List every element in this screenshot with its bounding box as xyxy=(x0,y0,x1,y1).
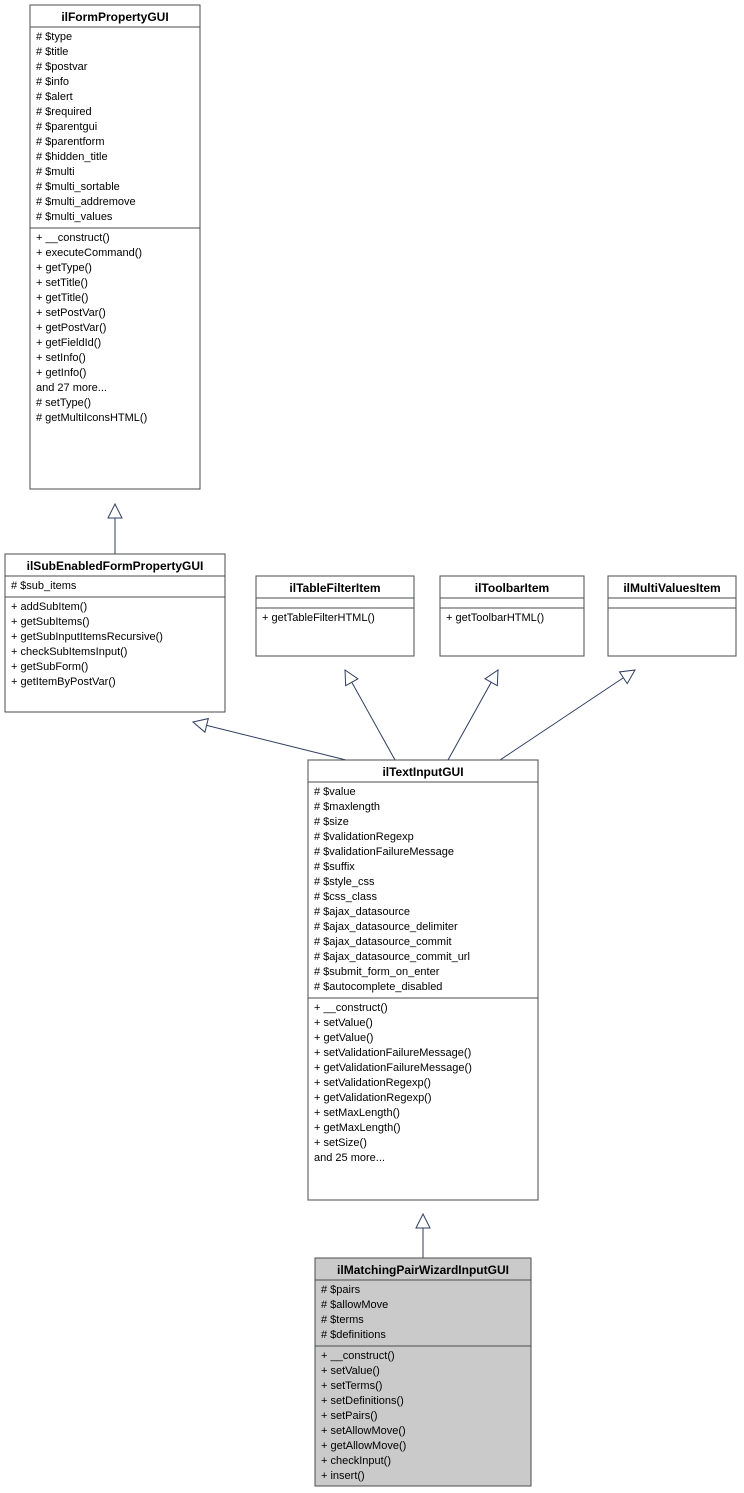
class-method: + insert() xyxy=(321,1470,365,1482)
class-attr: # $style_css xyxy=(314,876,375,888)
class-attr: # $multi_values xyxy=(36,211,113,223)
class-method: + __construct() xyxy=(314,1002,388,1014)
class-title: ilSubEnabledFormPropertyGUI xyxy=(27,559,204,573)
class-attr: # $allowMove xyxy=(321,1299,388,1311)
class-method: + checkSubItemsInput() xyxy=(11,646,127,658)
class-method: + getPostVar() xyxy=(36,322,106,334)
class-title: ilFormPropertyGUI xyxy=(61,10,168,24)
class-attr: # $maxlength xyxy=(314,801,380,813)
inheritance-edge xyxy=(345,670,395,760)
class-box-ilSubEnabledFormPropertyGUI[interactable]: ilSubEnabledFormPropertyGUI # $sub_items +… xyxy=(5,554,225,712)
class-attr: # $ajax_datasource_commit xyxy=(314,936,452,948)
class-attr: # $required xyxy=(36,106,92,118)
inheritance-edge xyxy=(500,670,635,760)
class-attr: # $parentgui xyxy=(36,121,97,133)
class-attr: # $multi_addremove xyxy=(36,196,136,208)
class-attr: # $ajax_datasource_delimiter xyxy=(314,921,458,933)
class-attr: # $ajax_datasource xyxy=(314,906,410,918)
class-method: + getFieldId() xyxy=(36,337,101,349)
class-method: + setSize() xyxy=(314,1137,367,1149)
class-box-ilTableFilterItem[interactable]: ilTableFilterItem + getTableFilterHTML() xyxy=(256,576,414,656)
class-method: + getInfo() xyxy=(36,367,86,379)
class-method: + setValue() xyxy=(321,1365,380,1377)
class-attr: # $size xyxy=(314,816,349,828)
class-method: + getSubForm() xyxy=(11,661,88,673)
class-method: + getValidationFailureMessage() xyxy=(314,1062,472,1074)
class-attr: # $type xyxy=(36,31,72,43)
class-method: + getAllowMove() xyxy=(321,1440,406,1452)
class-method: and 27 more... xyxy=(36,382,107,394)
inheritance-arrowhead xyxy=(193,719,208,733)
class-method: + setValue() xyxy=(314,1017,373,1029)
class-method: # getMultiIconsHTML() xyxy=(36,412,147,424)
class-box-ilMultiValuesItem[interactable]: ilMultiValuesItem xyxy=(608,576,736,656)
class-method: # setType() xyxy=(36,397,91,409)
class-attr: # $definitions xyxy=(321,1329,386,1341)
class-attr: # $alert xyxy=(36,91,73,103)
inheritance-edge xyxy=(448,670,498,760)
class-method: + getTableFilterHTML() xyxy=(262,612,375,624)
class-attr: # $hidden_title xyxy=(36,151,108,163)
class-attr: # $validationFailureMessage xyxy=(314,846,454,858)
class-method: + setAllowMove() xyxy=(321,1425,406,1437)
class-method: + getSubInputItemsRecursive() xyxy=(11,631,163,643)
class-attr: # $suffix xyxy=(314,861,355,873)
class-title: ilMultiValuesItem xyxy=(623,581,720,595)
inheritance-edge xyxy=(193,722,346,760)
inheritance-arrowhead xyxy=(485,670,498,686)
class-method: + setPairs() xyxy=(321,1410,378,1422)
class-attr: # $multi xyxy=(36,166,75,178)
class-method: + setTitle() xyxy=(36,277,88,289)
class-method: + getMaxLength() xyxy=(314,1122,401,1134)
class-method: + setValidationFailureMessage() xyxy=(314,1047,471,1059)
class-attr: # $autocomplete_disabled xyxy=(314,981,442,993)
class-attr: # $value xyxy=(314,786,356,798)
class-method: + getValue() xyxy=(314,1032,373,1044)
inheritance-arrowhead xyxy=(108,504,122,518)
class-attr: # $multi_sortable xyxy=(36,181,120,193)
class-method: + setValidationRegexp() xyxy=(314,1077,431,1089)
class-attr: # $terms xyxy=(321,1314,364,1326)
class-title: ilToolbarItem xyxy=(475,581,549,595)
class-method: + getValidationRegexp() xyxy=(314,1092,432,1104)
class-method: + getType() xyxy=(36,262,92,274)
inheritance-arrowhead xyxy=(416,1214,430,1228)
class-attr: # $parentform xyxy=(36,136,104,148)
inheritance-arrowhead xyxy=(619,670,635,684)
class-method: + __construct() xyxy=(321,1350,395,1362)
class-method: + getSubItems() xyxy=(11,616,90,628)
class-method: + setDefinitions() xyxy=(321,1395,404,1407)
class-title: ilMatchingPairWizardInputGUI xyxy=(337,1263,509,1277)
class-attr: # $ajax_datasource_commit_url xyxy=(314,951,470,963)
class-method: + getTitle() xyxy=(36,292,88,304)
class-method: + getItemByPostVar() xyxy=(11,676,116,688)
class-method: + setPostVar() xyxy=(36,307,106,319)
class-attr: # $pairs xyxy=(321,1284,361,1296)
class-title: ilTextInputGUI xyxy=(382,765,463,779)
class-method: and 25 more... xyxy=(314,1152,385,1164)
class-title: ilTableFilterItem xyxy=(289,581,380,595)
class-attr: # $css_class xyxy=(314,891,377,903)
class-method: + checkInput() xyxy=(321,1455,391,1467)
class-attr: # $validationRegexp xyxy=(314,831,414,843)
class-method: + setTerms() xyxy=(321,1380,382,1392)
class-method: + setInfo() xyxy=(36,352,86,364)
class-method: + getToolbarHTML() xyxy=(446,612,544,624)
class-method: + __construct() xyxy=(36,232,110,244)
class-attr: # $postvar xyxy=(36,61,88,73)
class-attr: # $info xyxy=(36,76,69,88)
class-box-ilTextInputGUI[interactable]: ilTextInputGUI # $value # $maxlength # $siz… xyxy=(308,760,538,1200)
class-box-ilFormPropertyGUI[interactable]: ilFormPropertyGUI # $type # $title # $postv… xyxy=(30,5,200,489)
class-method: + executeCommand() xyxy=(36,247,142,259)
class-method: + setMaxLength() xyxy=(314,1107,400,1119)
class-attr: # $title xyxy=(36,46,68,58)
class-attr: # $sub_items xyxy=(11,580,77,592)
class-box-ilMatchingPairWizardInputGUI[interactable]: ilMatchingPairWizardInputGUI # $pairs # $a… xyxy=(315,1258,531,1486)
class-attr: # $submit_form_on_enter xyxy=(314,966,440,978)
class-method: + addSubItem() xyxy=(11,601,87,613)
inheritance-arrowhead xyxy=(345,670,358,686)
class-box-ilToolbarItem[interactable]: ilToolbarItem + getToolbarHTML() xyxy=(440,576,584,656)
